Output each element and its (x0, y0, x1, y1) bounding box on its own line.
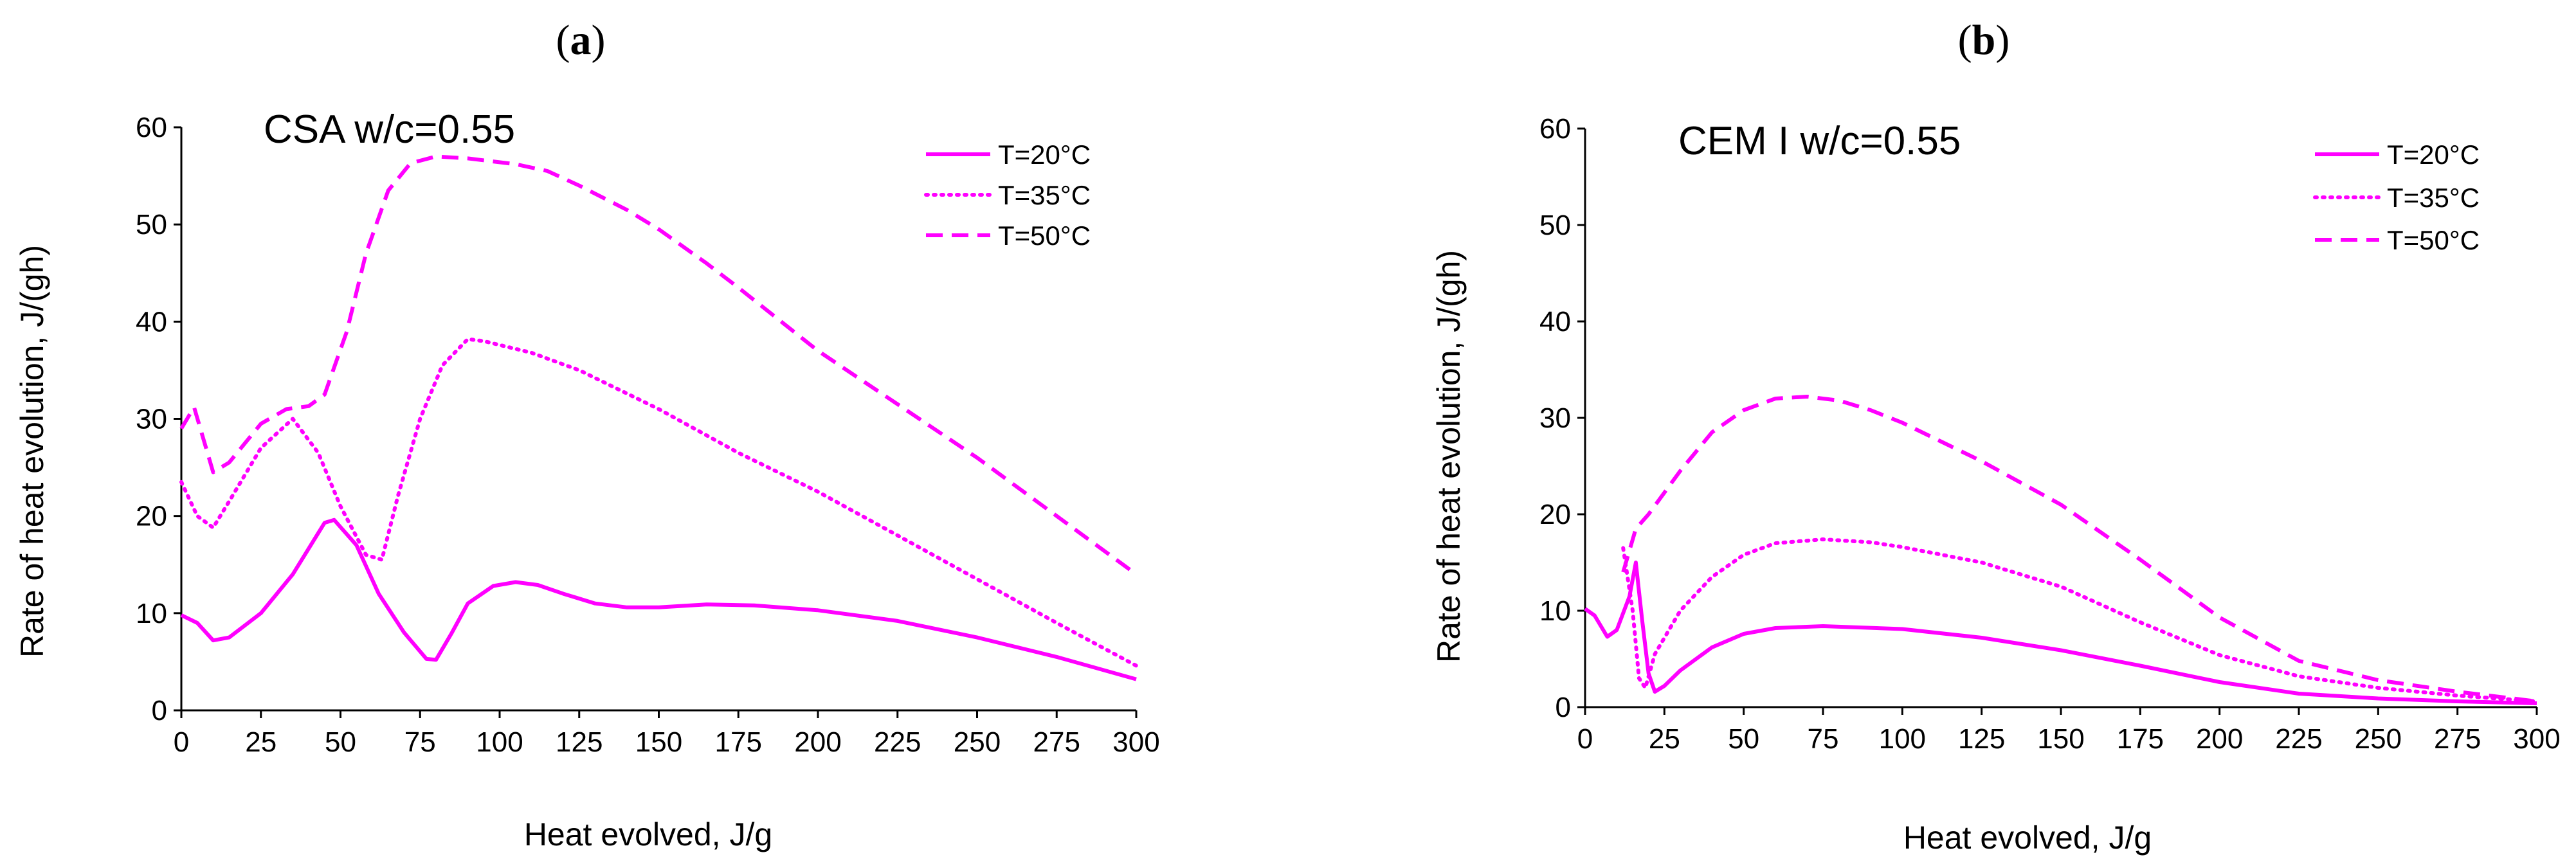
y-ticks-a: 0 10 20 30 40 50 60 (136, 112, 181, 726)
x-tick-label-b-25: 25 (1649, 723, 1680, 755)
y-tick-label-a-40: 40 (136, 306, 167, 338)
x-tick-label-b-275: 275 (2434, 723, 2481, 755)
x-tick-label-b-175: 175 (2117, 723, 2164, 755)
x-ticks-a: 0 25 50 75 100 125 150 175 200 225 250 275 300 (174, 710, 1160, 758)
legend-label-a-50: T=50°C (998, 221, 1091, 251)
y-tick-label-a-0: 0 (152, 695, 167, 726)
y-tick-label-b-0: 0 (1556, 692, 1571, 723)
x-tick-label-a-225: 225 (874, 726, 921, 758)
y-tick-label-b-10: 10 (1539, 595, 1571, 627)
x-tick-label-a-175: 175 (715, 726, 762, 758)
x-tick-label-a-300: 300 (1112, 726, 1159, 758)
y-ticks-b: 0 10 20 30 40 50 60 (1539, 113, 1585, 723)
x-tick-label-a-125: 125 (556, 726, 603, 758)
x-ticks-b: 0 25 50 75 100 125 150 175 200 225 250 275 300 (1577, 707, 2561, 755)
panel-label-a-open: ( (556, 17, 570, 64)
y-tick-label-a-50: 50 (136, 209, 167, 240)
x-tick-label-b-200: 200 (2196, 723, 2243, 755)
series-line-b-20c (1584, 561, 2537, 705)
series-line-b-35c (1621, 537, 2539, 703)
x-axis-label-b: Heat evolved, J/g (1903, 820, 2152, 856)
x-tick-label-b-100: 100 (1879, 723, 1926, 755)
legend-label-b-50: T=50°C (2387, 225, 2480, 255)
y-tick-label-b-20: 20 (1539, 499, 1571, 530)
panel-label-b-close: ) (1995, 17, 2009, 64)
x-tick-label-b-0: 0 (1577, 723, 1593, 755)
x-tick-label-a-75: 75 (404, 726, 436, 758)
panel-label-b: (b) (1958, 17, 2010, 64)
series-group-b (1584, 395, 2539, 705)
x-tick-label-b-300: 300 (2513, 723, 2560, 755)
legend-label-a-35: T=35°C (998, 180, 1091, 210)
y-tick-label-a-10: 10 (136, 598, 167, 629)
series-line-a-35c (179, 337, 1138, 668)
series-group-a (179, 154, 1138, 681)
legend-label-b-20: T=20°C (2387, 140, 2480, 170)
x-tick-label-b-250: 250 (2355, 723, 2402, 755)
panel-label-b-letter: b (1972, 17, 1996, 64)
y-tick-label-b-50: 50 (1539, 210, 1571, 241)
x-tick-label-a-25: 25 (245, 726, 277, 758)
panel-label-b-open: ( (1958, 17, 1972, 64)
y-tick-label-a-20: 20 (136, 501, 167, 532)
y-tick-label-b-40: 40 (1539, 306, 1571, 338)
x-tick-label-a-275: 275 (1033, 726, 1080, 758)
x-tick-label-a-100: 100 (476, 726, 523, 758)
y-tick-label-a-60: 60 (136, 112, 167, 143)
x-tick-label-a-150: 150 (635, 726, 682, 758)
y-tick-label-b-60: 60 (1539, 113, 1571, 145)
x-tick-label-a-200: 200 (794, 726, 841, 758)
series-line-a-20c (180, 518, 1137, 681)
chart-title-b: CEM I w/c=0.55 (1678, 119, 1961, 163)
panel-label-a-close: ) (592, 17, 606, 64)
panel-label-a-letter: a (570, 17, 592, 64)
y-tick-label-b-30: 30 (1539, 402, 1571, 434)
legend-label-b-35: T=35°C (2387, 183, 2480, 213)
series-line-b-50c (1621, 395, 2537, 703)
panel-a: (a) CSA w/c=0.55 Heat evolved, J/g Rate … (14, 17, 1160, 852)
y-axis-label-a: Rate of heat evolution, J/(gh) (14, 245, 50, 658)
legend-a: T=20°C T=35°C T=50°C (924, 140, 1091, 251)
legend-b: T=20°C T=35°C T=50°C (2313, 140, 2480, 255)
panel-b: (b) CEM I w/c=0.55 Heat evolved, J/g Rat… (1431, 17, 2561, 856)
y-tick-label-a-30: 30 (136, 404, 167, 435)
x-tick-label-b-150: 150 (2037, 723, 2084, 755)
x-tick-label-b-125: 125 (1958, 723, 2005, 755)
legend-label-a-20: T=20°C (998, 140, 1091, 170)
chart-title-a: CSA w/c=0.55 (264, 107, 515, 152)
x-tick-label-b-225: 225 (2275, 723, 2322, 755)
x-tick-label-b-50: 50 (1728, 723, 1759, 755)
x-tick-label-b-75: 75 (1808, 723, 1839, 755)
panel-label-a: (a) (556, 17, 606, 64)
x-tick-label-a-250: 250 (954, 726, 1001, 758)
x-tick-label-a-50: 50 (325, 726, 356, 758)
y-axis-label-b: Rate of heat evolution, J/(gh) (1431, 250, 1467, 663)
x-axis-label-a: Heat evolved, J/g (524, 816, 772, 852)
x-tick-label-a-0: 0 (174, 726, 189, 758)
series-line-a-50c (179, 154, 1138, 576)
